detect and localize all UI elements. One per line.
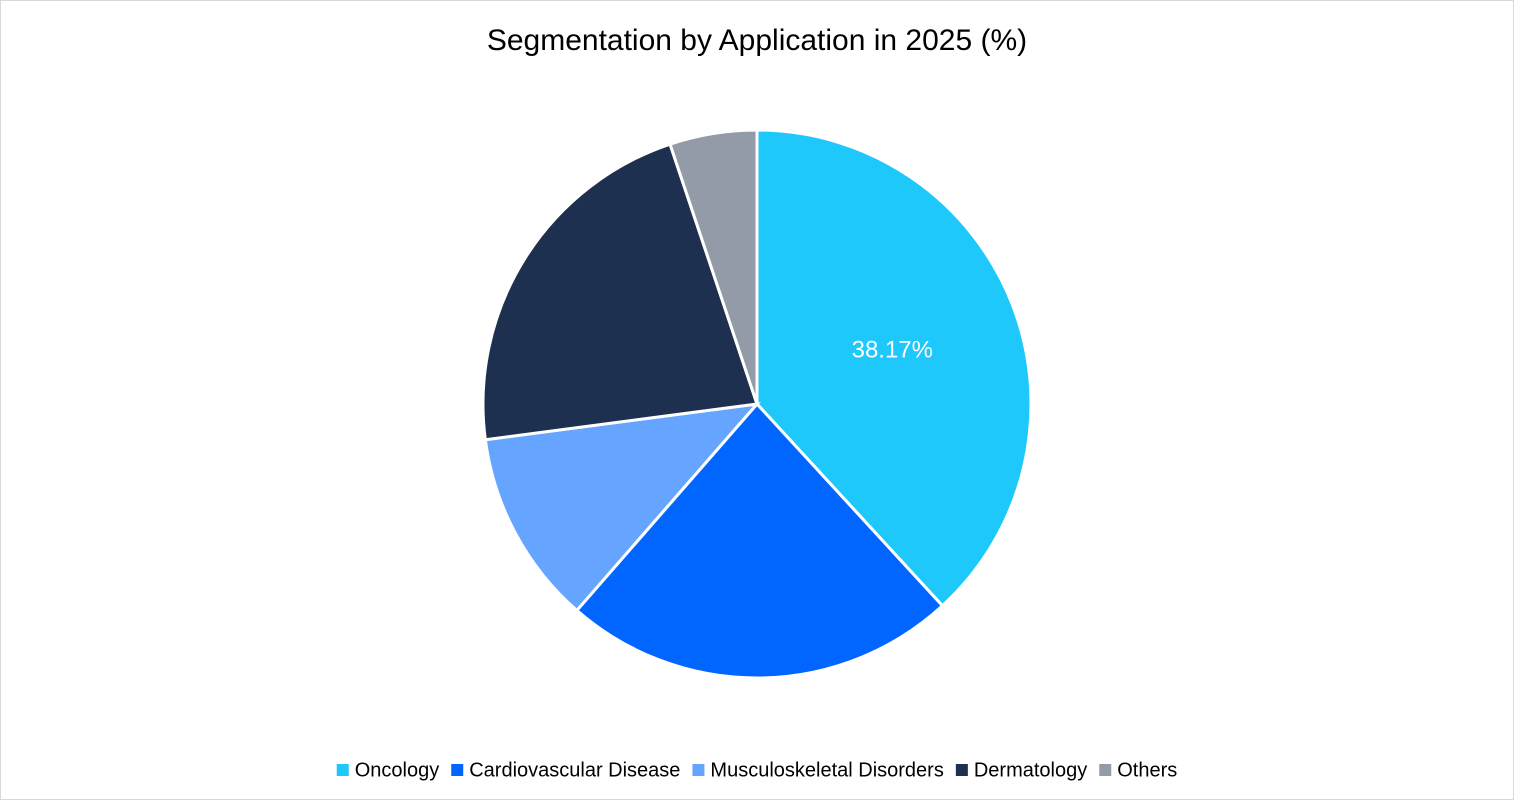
pie-slice: [574, 401, 945, 680]
legend-label: Oncology: [355, 759, 440, 781]
legend-label: Others: [1117, 759, 1177, 781]
legend-swatch: [1099, 764, 1112, 776]
data-label: 38.17%: [852, 337, 933, 364]
legend-swatch: [451, 764, 464, 776]
legend-label: Cardiovascular Disease: [469, 759, 680, 781]
legend-label: Dermatology: [974, 759, 1087, 781]
pie-slice: [483, 401, 761, 613]
pie-slice: [481, 142, 760, 442]
pie-slice: [755, 128, 1033, 608]
pie-slice: [668, 128, 759, 405]
chart-title: Segmentation by Application in 2025 (%): [487, 24, 1027, 57]
legend-swatch: [692, 764, 705, 776]
legend-swatch: [955, 764, 968, 776]
legend-swatch: [336, 764, 349, 776]
legend-label: Musculoskeletal Disorders: [710, 759, 943, 781]
